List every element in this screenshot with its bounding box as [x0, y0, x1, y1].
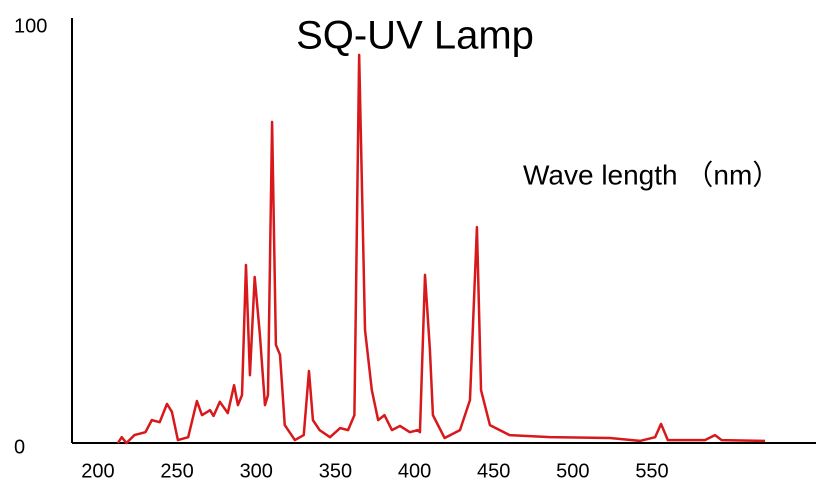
x-tick-label: 500	[556, 460, 589, 482]
y-tick-label: 0	[14, 436, 25, 458]
x-tick-label: 400	[398, 460, 431, 482]
chart-title: SQ-UV Lamp	[296, 14, 534, 58]
x-tick-label: 250	[160, 460, 193, 482]
x-tick-label: 550	[635, 460, 668, 482]
x-tick-label: 350	[319, 460, 352, 482]
spectrum-line	[116, 53, 766, 445]
y-tick-label: 100	[14, 15, 47, 37]
x-axis-label: Wave length （nm）	[523, 159, 780, 190]
x-tick-label: 200	[81, 460, 114, 482]
x-tick-label: 450	[477, 460, 510, 482]
x-tick-label: 300	[240, 460, 273, 482]
